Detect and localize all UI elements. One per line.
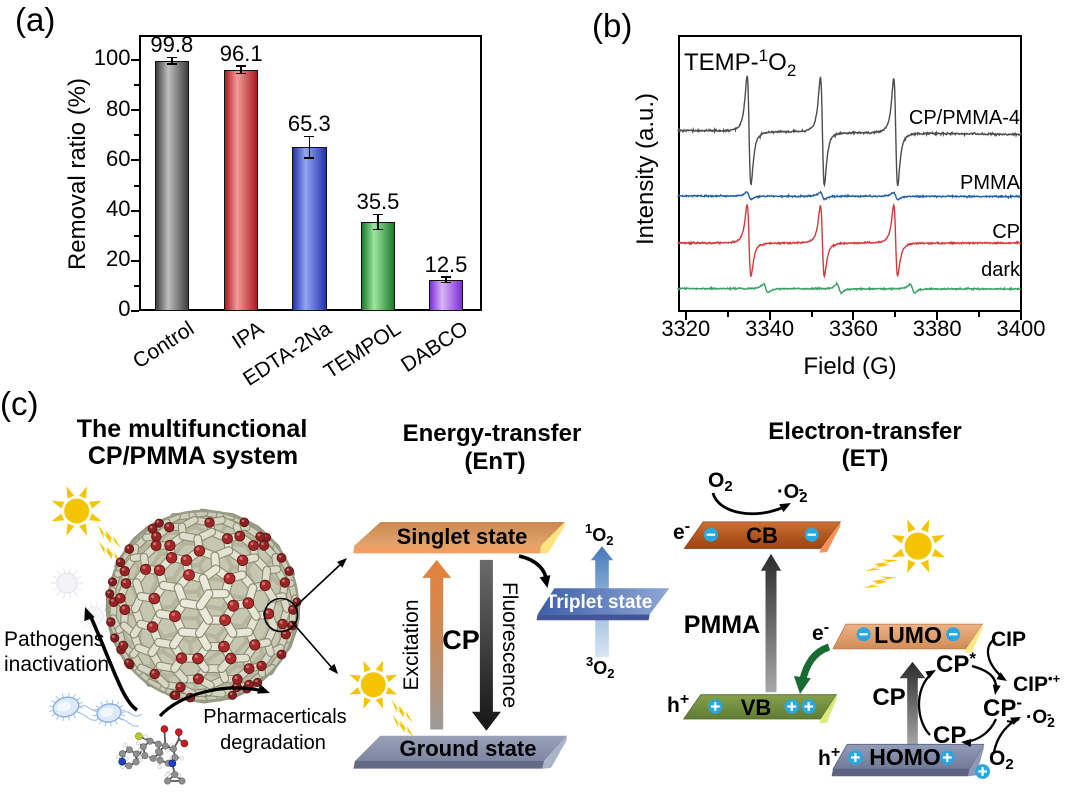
svg-text:inactivation: inactivation — [4, 653, 109, 676]
svg-text:Energy-transfer: Energy-transfer — [403, 420, 582, 447]
svg-text:3O2: 3O2 — [586, 654, 614, 681]
svg-text:(ET): (ET) — [842, 445, 889, 472]
svg-text:·O2-: ·O2- — [777, 481, 808, 506]
svg-text:CB: CB — [746, 523, 778, 548]
svg-text:CP-: CP- — [983, 693, 1022, 722]
svg-text:CIP: CIP — [991, 628, 1026, 651]
svg-text:Singlet state: Singlet state — [397, 524, 528, 549]
svg-text:e-: e- — [673, 518, 690, 544]
svg-text:(EnT): (EnT) — [464, 448, 525, 475]
svg-text:O2: O2 — [989, 747, 1014, 773]
svg-text:VB: VB — [741, 695, 772, 720]
svg-text:Electron-transfer: Electron-transfer — [768, 418, 961, 445]
svg-text:Triplet state: Triplet state — [546, 592, 653, 613]
svg-text:Pathogens: Pathogens — [4, 628, 104, 651]
svg-text:Pharmacerticals: Pharmacerticals — [203, 706, 346, 728]
svg-text:1O2: 1O2 — [585, 521, 613, 548]
svg-text:·O2-: ·O2- — [1026, 706, 1055, 730]
svg-text:h+: h+ — [667, 691, 689, 717]
svg-text:degradation: degradation — [220, 732, 326, 754]
svg-text:The multifunctional: The multifunctional — [77, 415, 308, 443]
svg-text:Ground state: Ground state — [400, 736, 537, 761]
svg-text:CP: CP — [872, 684, 905, 711]
svg-text:Excitation: Excitation — [400, 599, 423, 690]
svg-text:LUMO: LUMO — [874, 622, 942, 648]
svg-text:Fluorescence: Fluorescence — [498, 582, 521, 708]
svg-text:CP: CP — [442, 625, 480, 655]
svg-text:CP*: CP* — [936, 649, 976, 678]
svg-text:e-: e- — [812, 619, 829, 645]
svg-text:HOMO: HOMO — [869, 744, 941, 770]
svg-text:O2: O2 — [708, 469, 733, 495]
svg-text:CP: CP — [933, 722, 966, 749]
svg-text:CP/PMMA system: CP/PMMA system — [88, 442, 298, 470]
svg-text:PMMA: PMMA — [684, 611, 760, 639]
